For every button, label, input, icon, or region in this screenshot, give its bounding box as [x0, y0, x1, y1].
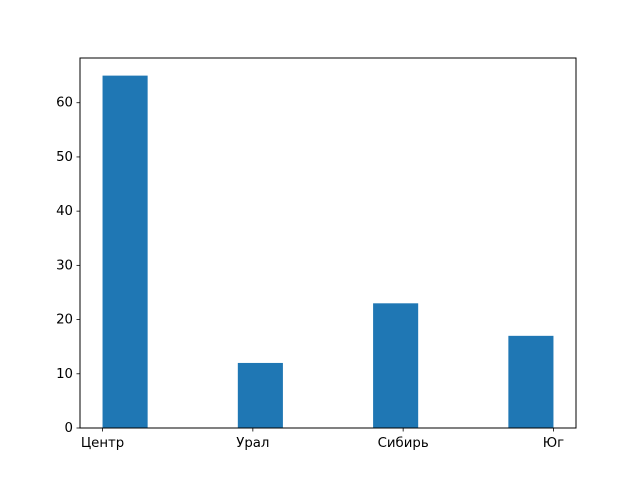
y-tick-label: 60 — [56, 96, 73, 111]
x-tick-label: Сибирь — [378, 435, 429, 451]
bar-3 — [373, 303, 419, 428]
plot-frame — [79, 57, 577, 429]
x-tick-label: Центр — [81, 436, 124, 451]
bar-4 — [508, 335, 554, 428]
bar-1 — [102, 75, 148, 428]
y-tick-label: 30 — [56, 258, 73, 273]
x-axis: Центр Урал Сибирь Юг — [81, 428, 564, 451]
bars — [102, 75, 554, 428]
bar-2 — [237, 362, 283, 428]
y-tick-label: 0 — [65, 421, 73, 436]
y-tick-label: 20 — [56, 313, 73, 328]
x-tick-label: Урал — [236, 436, 269, 451]
y-axis: 0 10 20 30 40 50 60 — [56, 96, 80, 436]
x-tick-label: Юг — [543, 436, 564, 451]
plot-background — [80, 58, 576, 428]
y-tick-label: 10 — [56, 367, 73, 382]
y-tick-label: 40 — [56, 204, 73, 219]
y-tick-label: 50 — [56, 150, 73, 165]
